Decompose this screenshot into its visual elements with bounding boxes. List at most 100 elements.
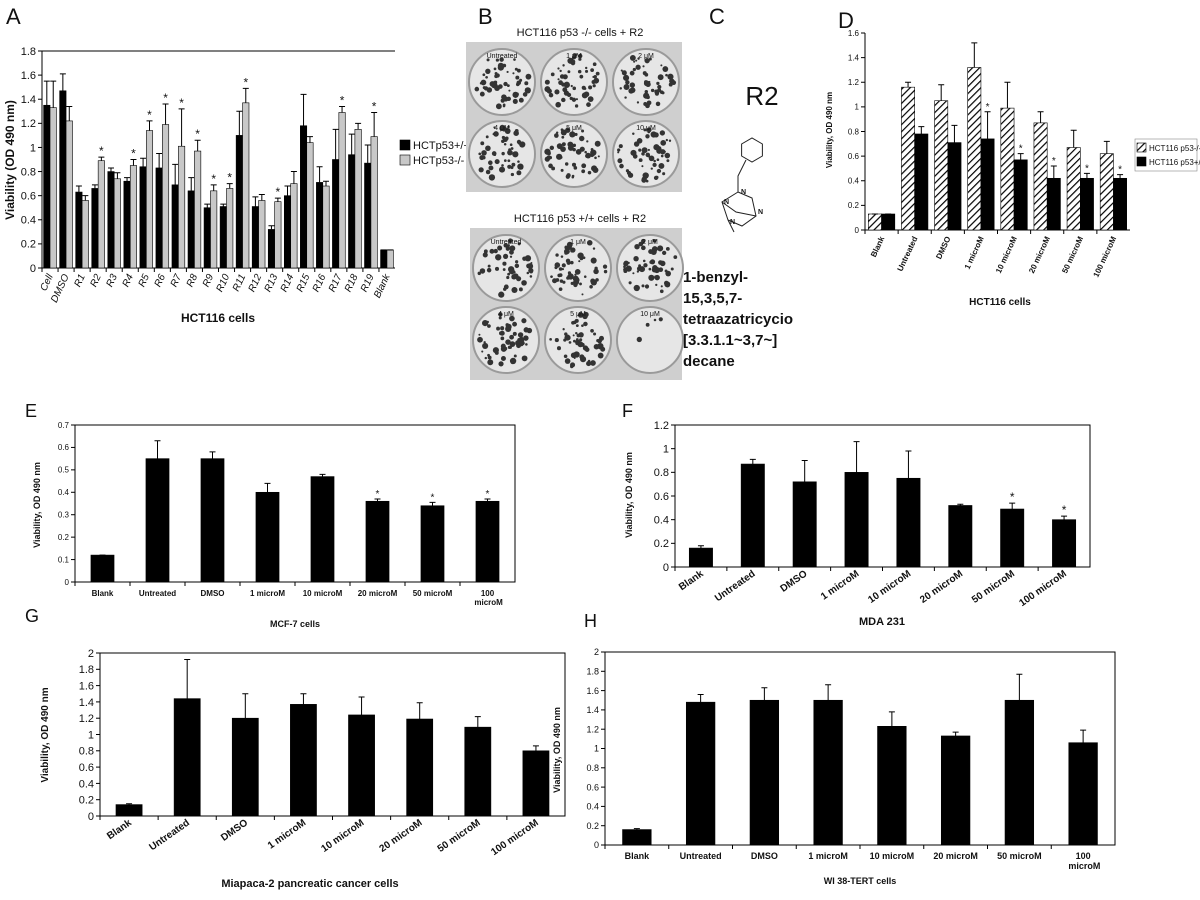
significance-mark: * — [1085, 163, 1089, 174]
error-bar — [194, 139, 201, 152]
bar — [354, 129, 362, 269]
colony — [641, 284, 645, 288]
colony — [633, 60, 636, 63]
error-bar — [82, 195, 89, 201]
colony — [659, 289, 664, 294]
colony — [517, 160, 520, 163]
bar — [65, 120, 73, 269]
bar — [948, 505, 973, 568]
colony — [512, 321, 518, 327]
x-tick-label: 10 microM — [303, 589, 343, 598]
bar — [1013, 159, 1028, 231]
error-bar — [107, 167, 114, 172]
colony — [641, 152, 645, 156]
colony — [603, 269, 608, 274]
colony — [629, 54, 636, 61]
colony — [544, 148, 551, 155]
significance-mark: * — [276, 185, 281, 199]
bar — [59, 90, 67, 269]
bar — [171, 184, 179, 269]
colony — [648, 267, 652, 271]
bar — [348, 714, 375, 817]
colony — [549, 338, 552, 341]
bar — [1000, 107, 1015, 231]
bar — [1046, 177, 1061, 231]
colony — [587, 359, 591, 363]
error-bar — [532, 745, 539, 751]
colony — [577, 341, 584, 348]
colony — [639, 266, 646, 273]
bar — [370, 136, 378, 269]
y-tick-label: 1.2 — [586, 724, 599, 734]
y-tick-label: 1.4 — [586, 705, 599, 715]
colony — [555, 101, 561, 108]
colony — [579, 146, 585, 152]
y-tick-label: 0.2 — [654, 538, 669, 550]
bar — [235, 135, 243, 269]
colony — [527, 263, 534, 270]
bar — [219, 206, 227, 269]
colony — [488, 174, 496, 181]
colony — [590, 279, 597, 286]
error-bar — [306, 136, 313, 143]
colony — [519, 141, 526, 148]
panel-label: A — [6, 4, 21, 29]
error-bar — [264, 482, 271, 493]
y-tick-label: 1.2 — [654, 420, 669, 432]
colony — [565, 258, 571, 264]
colony — [498, 291, 505, 298]
colony — [560, 168, 564, 172]
colony — [493, 153, 497, 157]
colony — [658, 317, 663, 322]
y-tick-label: 1.6 — [79, 680, 94, 692]
y-axis-label: Viability, OD 490 nm — [32, 462, 42, 548]
error-bar — [210, 184, 217, 191]
well — [616, 306, 684, 374]
bar — [255, 491, 280, 583]
panel-label: B — [478, 4, 493, 29]
colony — [657, 84, 662, 90]
bar — [881, 213, 896, 231]
colony — [561, 142, 566, 147]
colony — [663, 150, 666, 153]
colony — [512, 72, 515, 75]
bar — [475, 500, 500, 583]
colony — [649, 260, 653, 264]
colony — [656, 158, 660, 162]
colony — [564, 251, 568, 255]
colony — [519, 336, 524, 341]
colony — [505, 339, 511, 345]
bar — [123, 180, 131, 269]
y-tick-label: 0.5 — [58, 466, 70, 475]
colony — [581, 129, 585, 133]
bar — [267, 229, 275, 269]
colony — [487, 264, 491, 268]
bar — [868, 213, 882, 231]
colony — [584, 150, 587, 154]
colony — [650, 167, 653, 170]
colony — [625, 80, 630, 85]
colony — [497, 245, 503, 251]
colony — [474, 86, 480, 92]
colony — [629, 70, 635, 76]
colony — [507, 149, 513, 156]
bar — [210, 190, 218, 269]
bar — [283, 195, 292, 269]
error-bar — [633, 828, 640, 830]
colony — [638, 158, 643, 163]
bar — [1033, 122, 1048, 231]
colony — [657, 245, 664, 252]
x-tick-label: 10 microM — [870, 851, 915, 861]
colony — [546, 88, 552, 94]
colony — [571, 162, 577, 167]
colony — [567, 271, 572, 275]
x-tick-label: Blank — [625, 851, 651, 861]
colony — [620, 69, 623, 72]
colony — [632, 132, 635, 135]
colony — [632, 67, 637, 72]
colony — [560, 129, 567, 136]
bar — [274, 201, 282, 269]
y-tick-label: 1.8 — [586, 666, 599, 676]
colony — [656, 81, 660, 86]
error-bar — [951, 124, 958, 143]
